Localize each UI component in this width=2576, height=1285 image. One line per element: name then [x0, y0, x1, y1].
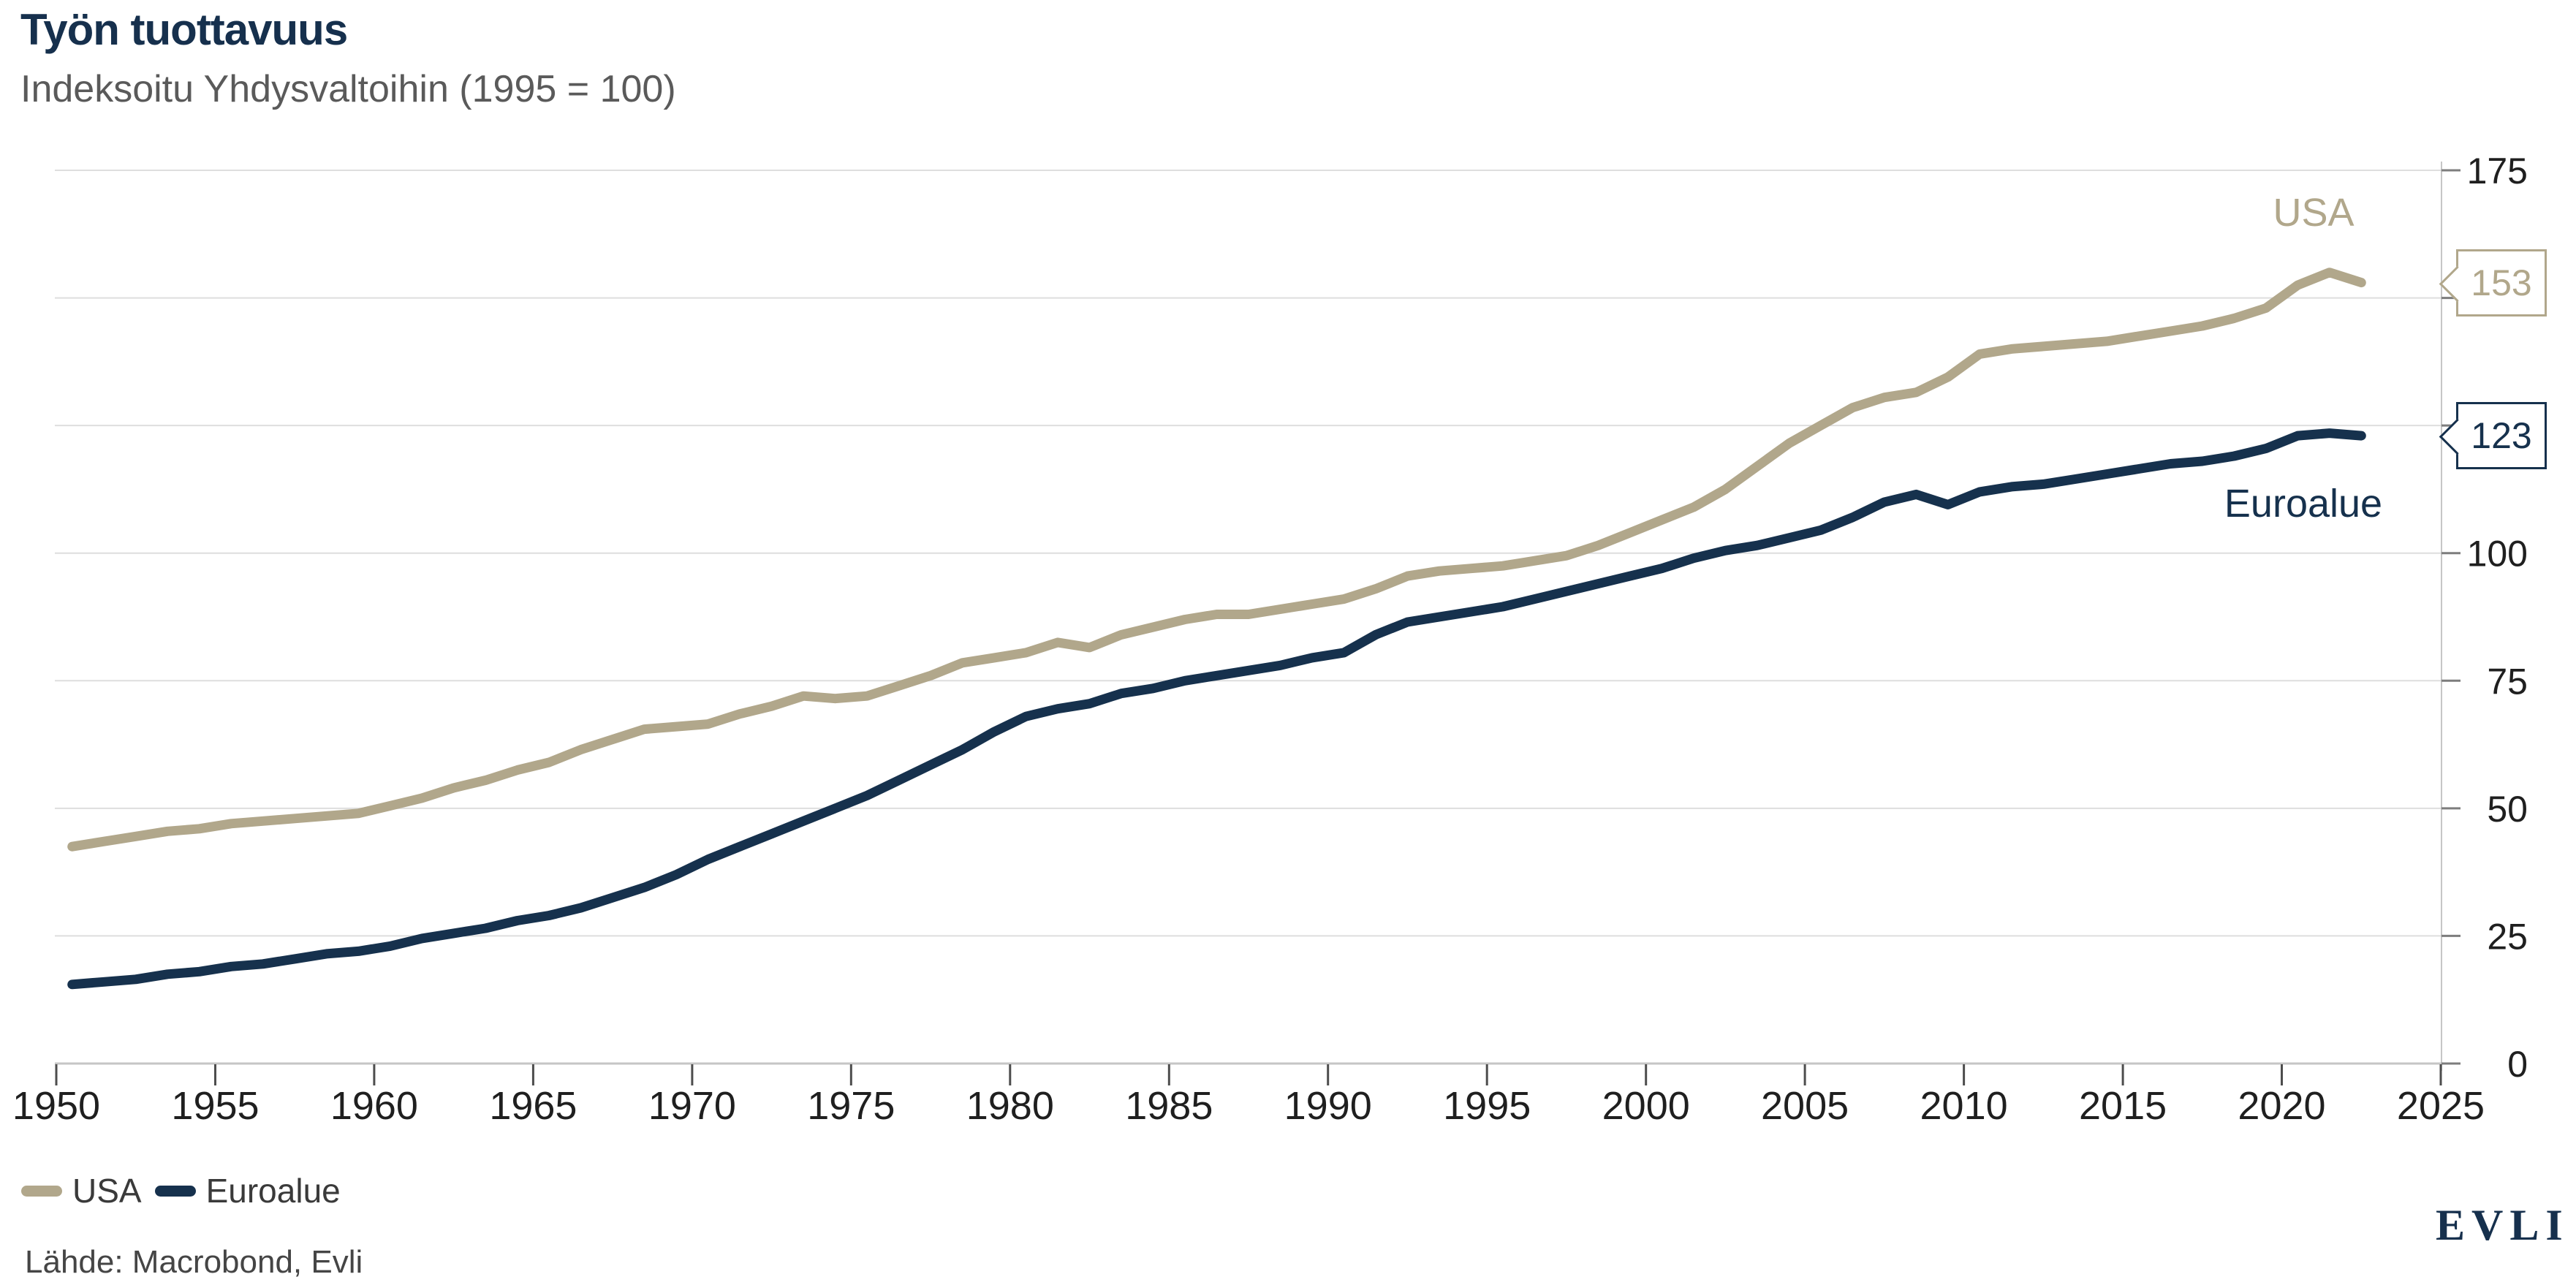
legend-swatch-usa: [21, 1185, 62, 1197]
series-label-usa: USA: [2273, 191, 2355, 235]
svg-text:1980: 1980: [966, 1084, 1054, 1128]
legend-swatch-euroalue: [154, 1185, 196, 1197]
end-value-callout-euroalue: 123: [2456, 402, 2547, 469]
svg-text:50: 50: [2487, 789, 2528, 830]
source-note: Lähde: Macrobond, Evli: [25, 1244, 363, 1280]
svg-text:1950: 1950: [12, 1084, 100, 1128]
legend: USA Euroalue: [21, 1171, 341, 1210]
svg-text:1985: 1985: [1125, 1084, 1213, 1128]
series-label-euroalue: Euroalue: [2224, 482, 2383, 526]
svg-text:1995: 1995: [1443, 1084, 1531, 1128]
svg-text:1970: 1970: [648, 1084, 736, 1128]
svg-text:1975: 1975: [807, 1084, 895, 1128]
legend-item-euroalue: Euroalue: [154, 1171, 341, 1210]
svg-text:100: 100: [2467, 534, 2528, 575]
svg-text:1960: 1960: [330, 1084, 418, 1128]
end-value-usa: 153: [2471, 262, 2532, 303]
evli-logo: EVLI: [2436, 1201, 2569, 1249]
svg-text:2000: 2000: [1602, 1084, 1690, 1128]
legend-item-usa: USA: [21, 1171, 142, 1210]
svg-text:2005: 2005: [1761, 1084, 1849, 1128]
svg-text:2010: 2010: [1920, 1084, 2008, 1128]
svg-text:2025: 2025: [2397, 1084, 2485, 1128]
page-title: Työn tuottavuus: [20, 5, 348, 54]
svg-text:1990: 1990: [1284, 1084, 1372, 1128]
svg-text:25: 25: [2487, 916, 2528, 957]
end-value-callout-usa: 153: [2456, 249, 2547, 316]
svg-text:1955: 1955: [171, 1084, 259, 1128]
svg-text:175: 175: [2467, 151, 2528, 192]
end-value-euroalue: 123: [2471, 415, 2532, 456]
svg-text:75: 75: [2487, 661, 2528, 702]
svg-text:2015: 2015: [2079, 1084, 2167, 1128]
page-subtitle: Indeksoitu Yhdysvaltoihin (1995 = 100): [20, 68, 676, 110]
svg-text:1965: 1965: [489, 1084, 577, 1128]
legend-label-euroalue: Euroalue: [205, 1172, 341, 1210]
svg-text:2020: 2020: [2238, 1084, 2325, 1128]
legend-label-usa: USA: [72, 1172, 142, 1210]
svg-text:0: 0: [2507, 1044, 2528, 1085]
